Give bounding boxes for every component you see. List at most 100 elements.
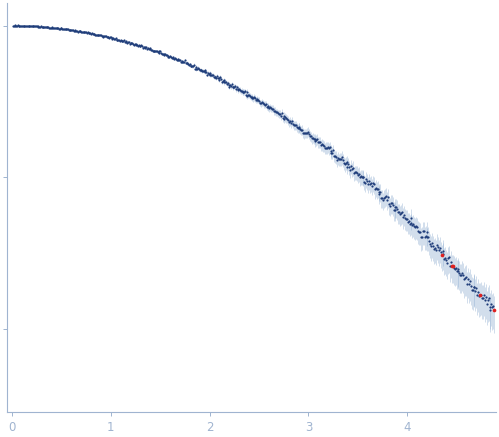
Point [374,185,382,192]
Point [485,295,493,302]
Point [360,178,368,185]
Point [133,42,141,49]
Point [42,24,50,31]
Point [275,110,283,117]
Point [191,65,199,72]
Point [176,56,184,63]
Point [32,23,40,30]
Point [358,173,366,180]
Point [242,91,250,98]
Point [147,46,155,53]
Point [433,241,441,248]
Point [80,28,88,35]
Point [260,101,268,108]
Point [150,48,158,55]
Point [356,174,364,181]
Point [40,24,48,31]
Point [394,209,402,216]
Point [395,209,403,216]
Point [104,33,112,40]
Point [18,22,26,29]
Point [420,228,428,235]
Point [253,97,261,104]
Point [455,267,463,274]
Point [461,274,469,281]
Point [245,91,253,98]
Point [391,204,399,211]
Point [403,215,411,222]
Point [439,247,447,254]
Point [489,303,497,310]
Point [60,26,68,33]
Point [188,62,196,69]
Point [464,276,472,283]
Point [181,56,189,63]
Point [174,56,182,63]
Point [312,136,320,143]
Point [246,92,254,99]
Point [200,68,208,75]
Point [50,24,58,31]
Point [299,129,307,136]
Point [217,74,225,81]
Point [11,22,19,29]
Point [339,156,347,163]
Point [61,26,69,33]
Point [251,97,259,104]
Point [247,94,255,101]
Point [177,59,185,66]
Point [384,194,392,201]
Point [91,31,99,38]
Point [62,25,70,32]
Point [25,22,33,29]
Point [244,93,251,100]
Point [442,257,450,264]
Point [99,32,107,39]
Point [398,208,406,215]
Point [134,42,142,49]
Point [67,26,75,33]
Point [373,186,381,193]
Point [220,76,228,83]
Point [411,224,419,231]
Point [437,249,445,256]
Point [85,30,93,37]
Point [482,294,490,301]
Point [139,44,147,51]
Point [314,139,322,146]
Point [414,227,422,234]
Point [80,28,88,35]
Point [318,141,326,148]
Point [173,56,181,63]
Point [361,180,369,187]
Point [28,23,36,30]
Point [36,23,44,30]
Point [240,88,248,95]
Point [294,124,302,131]
Point [58,25,66,32]
Point [138,43,146,50]
Point [428,240,436,247]
Point [243,88,250,95]
Point [415,228,423,235]
Point [257,100,265,107]
Point [401,214,409,221]
Point [276,113,284,120]
Point [310,135,318,142]
Point [66,26,74,33]
Point [286,118,294,125]
Point [212,74,220,81]
Point [157,49,165,56]
Point [274,110,282,117]
Point [10,22,18,29]
Point [103,33,111,40]
Point [478,295,486,302]
Point [127,39,135,46]
Point [324,143,332,150]
Point [160,51,168,58]
Point [234,85,242,92]
Point [121,38,129,45]
Point [100,33,108,40]
Point [116,37,124,44]
Point [235,86,243,93]
